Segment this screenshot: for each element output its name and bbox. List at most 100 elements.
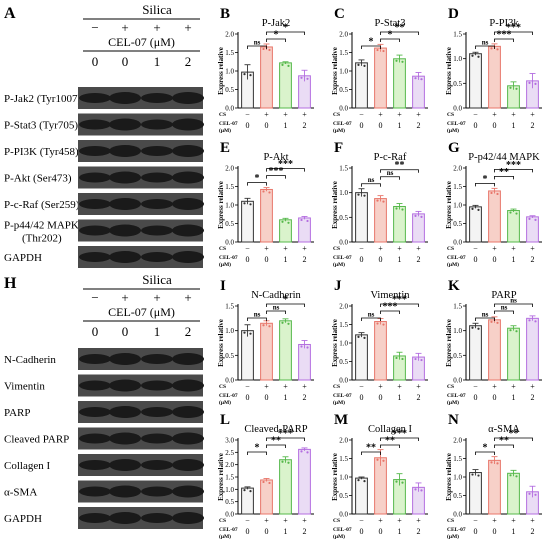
bar (507, 210, 520, 243)
cs-sign: − (473, 382, 478, 391)
data-point (477, 327, 480, 330)
cs-sign: + (397, 516, 402, 525)
significance-label: * (283, 23, 288, 34)
significance-label: * (255, 173, 260, 184)
significance-bracket (266, 168, 305, 172)
data-point (243, 489, 246, 492)
blot-band (109, 251, 141, 263)
cs-sign: − (245, 516, 250, 525)
data-point (496, 462, 499, 465)
chart-title: Cleaved-PARP (244, 424, 307, 435)
y-tick-label: 1.5 (453, 183, 462, 191)
y-tick-label: 0.0 (453, 239, 462, 247)
data-point (357, 479, 360, 482)
bar (526, 317, 539, 381)
dose-label: 0 (493, 255, 497, 264)
x-row-label: CS (447, 112, 454, 118)
blot-row-label: PARP (4, 407, 31, 419)
data-point (262, 324, 265, 327)
blot-band (79, 460, 111, 470)
blot-band (109, 485, 141, 498)
blot-band (141, 172, 173, 183)
data-point (528, 492, 531, 495)
cs-sign: + (492, 244, 497, 253)
bar (374, 198, 387, 243)
cs-sign: + (378, 516, 383, 525)
cs-sign: + (416, 110, 421, 119)
significance-label: ** (509, 429, 519, 440)
significance-label: ** (271, 436, 281, 447)
blot-band (172, 485, 204, 498)
significance-bracket (361, 45, 381, 49)
dose-label: 2 (303, 393, 307, 402)
dose-label: 2 (185, 54, 192, 69)
chart-title: N-Cadherin (251, 290, 301, 301)
significance-label: *** (506, 23, 521, 34)
y-tick-label: 2.0 (339, 437, 348, 445)
data-point (249, 203, 252, 206)
chart-title: P-Jak2 (262, 18, 291, 29)
silica-sign: − (91, 20, 98, 35)
x-row-label: (μM) (447, 399, 459, 406)
dose-label: 2 (303, 255, 307, 264)
blot-band (172, 118, 204, 131)
data-point (496, 48, 499, 51)
data-point (287, 322, 290, 325)
significance-bracket (266, 175, 286, 179)
data-point (395, 207, 398, 210)
cs-sign: + (511, 244, 516, 253)
cs-sign: + (530, 110, 535, 119)
blot-band (79, 380, 111, 391)
chart-title: P-c-Raf (374, 152, 407, 163)
panel-letter: B (220, 6, 230, 22)
cs-sign: + (283, 244, 288, 253)
y-axis-label: Express relative (331, 453, 339, 501)
dose-label: 0 (360, 121, 364, 130)
significance-bracket (380, 437, 419, 441)
blot-band (172, 353, 204, 365)
chart-title: Collagen I (368, 424, 413, 435)
y-axis-label: Express relative (331, 47, 339, 95)
data-point (509, 86, 512, 89)
blot-row-label: α-SMA (4, 487, 37, 499)
blot-band (79, 172, 111, 183)
significance-bracket (361, 451, 381, 455)
data-point (382, 323, 385, 326)
data-point (490, 320, 493, 323)
significance-bracket (361, 183, 381, 187)
dose-label: 1 (154, 324, 161, 339)
data-point (249, 332, 252, 335)
panel-letter: I (220, 278, 226, 294)
y-tick-label: 1.0 (225, 202, 234, 210)
bar (469, 472, 482, 515)
data-point (528, 319, 531, 322)
significance-bracket (266, 31, 305, 35)
significance-label: ns (254, 39, 261, 47)
x-row-label: CS (447, 384, 454, 390)
bar (260, 479, 273, 515)
significance-bracket (475, 182, 495, 187)
y-tick-label: 0.5 (339, 214, 348, 222)
y-tick-label: 1.0 (453, 202, 462, 210)
significance-label: *** (383, 302, 398, 313)
dose-label: 0 (474, 527, 478, 536)
significance-bracket (380, 444, 400, 448)
cs-sign: − (359, 516, 364, 525)
data-point (376, 458, 379, 461)
bar (260, 46, 273, 109)
y-tick-label: 1.5 (339, 455, 348, 463)
silica-sign: + (121, 290, 128, 305)
cs-sign: + (302, 382, 307, 391)
blot-band (172, 432, 204, 445)
bar (488, 190, 501, 243)
treatment-label: Silica (142, 272, 172, 287)
blot-band (172, 379, 204, 392)
significance-label: * (483, 443, 488, 454)
y-tick-label: 1.5 (225, 183, 234, 191)
significance-bracket (380, 38, 400, 42)
bar (488, 459, 501, 515)
bar (393, 205, 406, 243)
y-axis-label: Express relative (331, 181, 339, 229)
data-point (534, 82, 537, 85)
